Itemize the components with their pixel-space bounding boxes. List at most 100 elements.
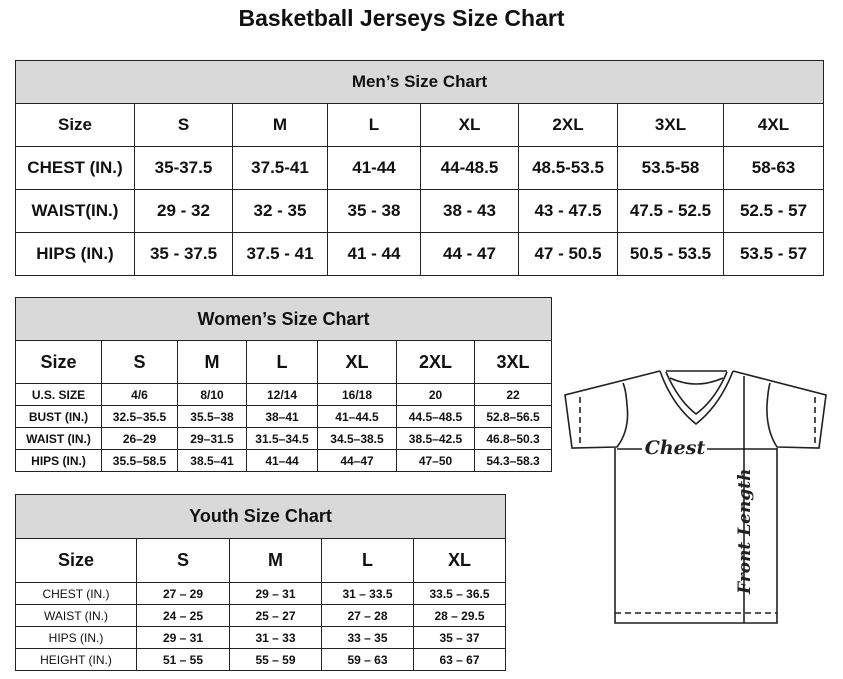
row-label: U.S. SIZE bbox=[15, 383, 102, 406]
measurement-cell: 35-37.5 bbox=[134, 146, 233, 190]
table-row: HIPS (IN.) 35 - 37.5 37.5 - 41 41 - 44 44 - … bbox=[15, 232, 825, 276]
size-column-header: M bbox=[232, 103, 328, 147]
row-label: HIPS (IN.) bbox=[15, 449, 102, 472]
size-column-header: XL bbox=[317, 340, 397, 384]
measurement-cell: 48.5-53.5 bbox=[518, 146, 618, 190]
measurement-cell: 32 - 35 bbox=[232, 189, 328, 233]
row-label: HIPS (IN.) bbox=[15, 232, 135, 276]
size-column-header: L bbox=[246, 340, 318, 384]
size-column-header: S bbox=[101, 340, 178, 384]
table-row: HIPS (IN.) 35.5–58.5 38.5–41 41–44 44–47 47–5… bbox=[15, 449, 553, 472]
measurement-cell: 38 - 43 bbox=[420, 189, 519, 233]
measurement-cell: 38.5–42.5 bbox=[396, 427, 475, 450]
table-row: CHEST (IN.) 35-37.5 37.5-41 41-44 44-48.5 48.… bbox=[15, 146, 825, 190]
youth-chart-heading: Youth Size Chart bbox=[14, 494, 507, 539]
measurement-cell: 55 – 59 bbox=[229, 648, 322, 671]
size-column-header: L bbox=[321, 538, 414, 583]
size-column-header: XL bbox=[412, 538, 507, 583]
measurement-cell: 31 – 33 bbox=[229, 626, 322, 649]
size-column-header: 3XL bbox=[473, 340, 553, 384]
table-row: BUST (IN.) 32.5–35.5 35.5–38 38–41 41–44.5 44… bbox=[15, 405, 553, 428]
measurement-cell: 41 - 44 bbox=[327, 232, 421, 276]
size-column-header: 4XL bbox=[722, 103, 825, 147]
women-chart-heading: Women’s Size Chart bbox=[14, 297, 553, 341]
size-column-header: M bbox=[177, 340, 247, 384]
chest-label: Chest bbox=[645, 437, 706, 459]
measurement-cell: 47.5 - 52.5 bbox=[617, 189, 724, 233]
size-column-header: 2XL bbox=[396, 340, 475, 384]
measurement-cell: 35 - 37.5 bbox=[134, 232, 233, 276]
row-label: WAIST (IN.) bbox=[15, 604, 137, 627]
measurement-cell: 4/6 bbox=[101, 383, 178, 406]
measurement-cell: 51 – 55 bbox=[136, 648, 230, 671]
measurement-cell: 16/18 bbox=[317, 383, 397, 406]
measurement-cell: 24 – 25 bbox=[136, 604, 230, 627]
mens-size-table: Men’s Size Chart Size S M L XL 2XL 3XL 4XL CHEST … bbox=[14, 60, 825, 276]
size-column-header: L bbox=[327, 103, 421, 147]
measurement-cell: 31.5–34.5 bbox=[246, 427, 318, 450]
measurement-cell: 41–44 bbox=[246, 449, 318, 472]
measurement-cell: 29 – 31 bbox=[229, 582, 322, 605]
measurement-cell: 47–50 bbox=[396, 449, 475, 472]
measurement-cell: 35.5–38 bbox=[177, 405, 247, 428]
measurement-cell: 29 - 32 bbox=[134, 189, 233, 233]
jersey-outline bbox=[564, 370, 827, 624]
measurement-cell: 52.5 - 57 bbox=[722, 189, 825, 233]
table-row: WAIST (IN.) 26–29 29–31.5 31.5–34.5 34.5–38.… bbox=[15, 427, 553, 450]
measurement-cell: 20 bbox=[396, 383, 475, 406]
row-label: CHEST (IN.) bbox=[15, 582, 137, 605]
size-header-row: Size S M L XL bbox=[15, 538, 507, 583]
table-row: HIPS (IN.) 29 – 31 31 – 33 33 – 35 35 – 37 bbox=[15, 626, 507, 649]
measurement-cell: 50.5 - 53.5 bbox=[617, 232, 724, 276]
measurement-cell: 25 – 27 bbox=[229, 604, 322, 627]
size-column-header: 2XL bbox=[518, 103, 618, 147]
men-chart-heading: Men’s Size Chart bbox=[14, 60, 825, 104]
size-label-header: Size bbox=[15, 340, 102, 384]
measurement-cell: 43 - 47.5 bbox=[518, 189, 618, 233]
table-row: WAIST (IN.) 24 – 25 25 – 27 27 – 28 28 – 29.… bbox=[15, 604, 507, 627]
measurement-cell: 33 – 35 bbox=[321, 626, 414, 649]
measurement-cell: 37.5 - 41 bbox=[232, 232, 328, 276]
measurement-cell: 44 - 47 bbox=[420, 232, 519, 276]
measurement-cell: 35.5–58.5 bbox=[101, 449, 178, 472]
youth-size-table: Youth Size Chart Size S M L XL CHEST (IN.) 27 –… bbox=[14, 494, 507, 671]
table-row: U.S. SIZE 4/6 8/10 12/14 16/18 20 22 bbox=[15, 383, 553, 406]
measurement-cell: 29 – 31 bbox=[136, 626, 230, 649]
measurement-cell: 12/14 bbox=[246, 383, 318, 406]
row-label: BUST (IN.) bbox=[15, 405, 102, 428]
size-label-header: Size bbox=[15, 103, 135, 147]
measurement-cell: 44–47 bbox=[317, 449, 397, 472]
measurement-cell: 28 – 29.5 bbox=[412, 604, 507, 627]
measurement-cell: 41–44.5 bbox=[317, 405, 397, 428]
table-row: WAIST(IN.) 29 - 32 32 - 35 35 - 38 38 - 43 43… bbox=[15, 189, 825, 233]
measurement-cell: 53.5-58 bbox=[617, 146, 724, 190]
measurement-cell: 34.5–38.5 bbox=[317, 427, 397, 450]
row-label: WAIST (IN.) bbox=[15, 427, 102, 450]
measurement-cell: 44-48.5 bbox=[420, 146, 519, 190]
measurement-cell: 31 – 33.5 bbox=[321, 582, 414, 605]
measurement-cell: 22 bbox=[473, 383, 553, 406]
size-header-row: Size S M L XL 2XL 3XL bbox=[15, 340, 553, 384]
measurement-cell: 38–41 bbox=[246, 405, 318, 428]
measurement-cell: 35 – 37 bbox=[412, 626, 507, 649]
measurement-cell: 32.5–35.5 bbox=[101, 405, 178, 428]
jersey-diagram: Chest Front Length bbox=[564, 370, 827, 624]
measurement-cell: 26–29 bbox=[101, 427, 178, 450]
measurement-cell: 27 – 28 bbox=[321, 604, 414, 627]
size-header-row: Size S M L XL 2XL 3XL 4XL bbox=[15, 103, 825, 147]
row-label: CHEST (IN.) bbox=[15, 146, 135, 190]
front-length-label: Front Length bbox=[735, 469, 755, 595]
womens-size-table: Women’s Size Chart Size S M L XL 2XL 3XL U.S. SI… bbox=[14, 297, 553, 472]
measurement-cell: 53.5 - 57 bbox=[722, 232, 825, 276]
measurement-cell: 27 – 29 bbox=[136, 582, 230, 605]
measurement-cell: 63 – 67 bbox=[412, 648, 507, 671]
measurement-cell: 29–31.5 bbox=[177, 427, 247, 450]
measurement-cell: 47 - 50.5 bbox=[518, 232, 618, 276]
row-label: HIPS (IN.) bbox=[15, 626, 137, 649]
table-row: CHEST (IN.) 27 – 29 29 – 31 31 – 33.5 33.5 –… bbox=[15, 582, 507, 605]
measurement-cell: 41-44 bbox=[327, 146, 421, 190]
row-label: HEIGHT (IN.) bbox=[15, 648, 137, 671]
measurement-cell: 52.8–56.5 bbox=[473, 405, 553, 428]
measurement-cell: 38.5–41 bbox=[177, 449, 247, 472]
measurement-cell: 8/10 bbox=[177, 383, 247, 406]
